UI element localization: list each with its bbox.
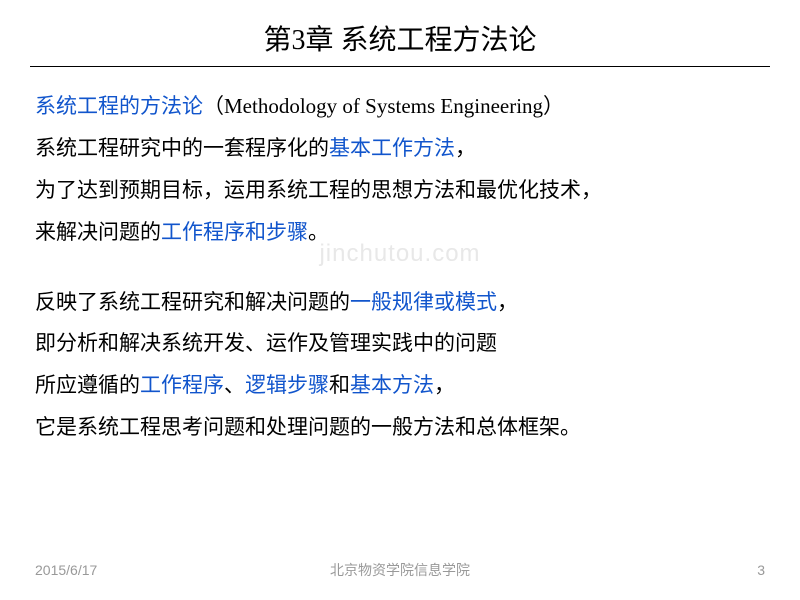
paragraph-gap — [35, 255, 765, 283]
body-text: 、 — [224, 373, 245, 397]
body-text: 。 — [308, 220, 329, 244]
footer-page-number: 3 — [757, 562, 765, 578]
body-text: 即分析和解决系统开发、运作及管理实践中的问题 — [35, 331, 497, 355]
slide-content: 系统工程的方法论（Methodology of Systems Engineer… — [0, 67, 800, 448]
footer-date: 2015/6/17 — [35, 562, 97, 578]
body-text: ， — [434, 373, 455, 397]
highlight-text: 工作程序 — [140, 373, 224, 397]
body-text: 所应遵循的 — [35, 373, 140, 397]
paragraph-line-1: 系统工程的方法论（Methodology of Systems Engineer… — [35, 87, 765, 127]
slide-footer: 2015/6/17 北京物资学院信息学院 3 — [0, 562, 800, 578]
body-text: 和 — [329, 373, 350, 397]
body-text: 为了达到预期目标，运用系统工程的思想方法和最优化技术， — [35, 178, 602, 202]
body-text: 来解决问题的 — [35, 220, 161, 244]
paragraph-line-8: 它是系统工程思考问题和处理问题的一般方法和总体框架。 — [35, 408, 765, 448]
body-text: ， — [455, 136, 476, 160]
body-text: 反映了系统工程研究和解决问题的 — [35, 290, 350, 314]
highlight-text: 逻辑步骤 — [245, 373, 329, 397]
highlight-text: 系统工程的方法论 — [35, 94, 203, 118]
paragraph-line-7: 所应遵循的工作程序、逻辑步骤和基本方法， — [35, 366, 765, 406]
paragraph-line-3: 为了达到预期目标，运用系统工程的思想方法和最优化技术， — [35, 171, 765, 211]
body-text: （Methodology of Systems Engineering） — [203, 94, 564, 118]
slide-title: 第3章 系统工程方法论 — [30, 0, 770, 67]
body-text: 它是系统工程思考问题和处理问题的一般方法和总体框架。 — [35, 415, 581, 439]
paragraph-line-6: 即分析和解决系统开发、运作及管理实践中的问题 — [35, 324, 765, 364]
highlight-text: 一般规律或模式 — [350, 290, 497, 314]
body-text: 系统工程研究中的一套程序化的 — [35, 136, 329, 160]
highlight-text: 基本工作方法 — [329, 136, 455, 160]
footer-organization: 北京物资学院信息学院 — [330, 560, 470, 580]
paragraph-line-2: 系统工程研究中的一套程序化的基本工作方法， — [35, 129, 765, 169]
body-text: ， — [497, 290, 518, 314]
highlight-text: 基本方法 — [350, 373, 434, 397]
slide-container: jinchutou.com 第3章 系统工程方法论 系统工程的方法论（Metho… — [0, 0, 800, 600]
paragraph-line-4: 来解决问题的工作程序和步骤。 — [35, 213, 765, 253]
paragraph-line-5: 反映了系统工程研究和解决问题的一般规律或模式， — [35, 283, 765, 323]
highlight-text: 工作程序和步骤 — [161, 220, 308, 244]
